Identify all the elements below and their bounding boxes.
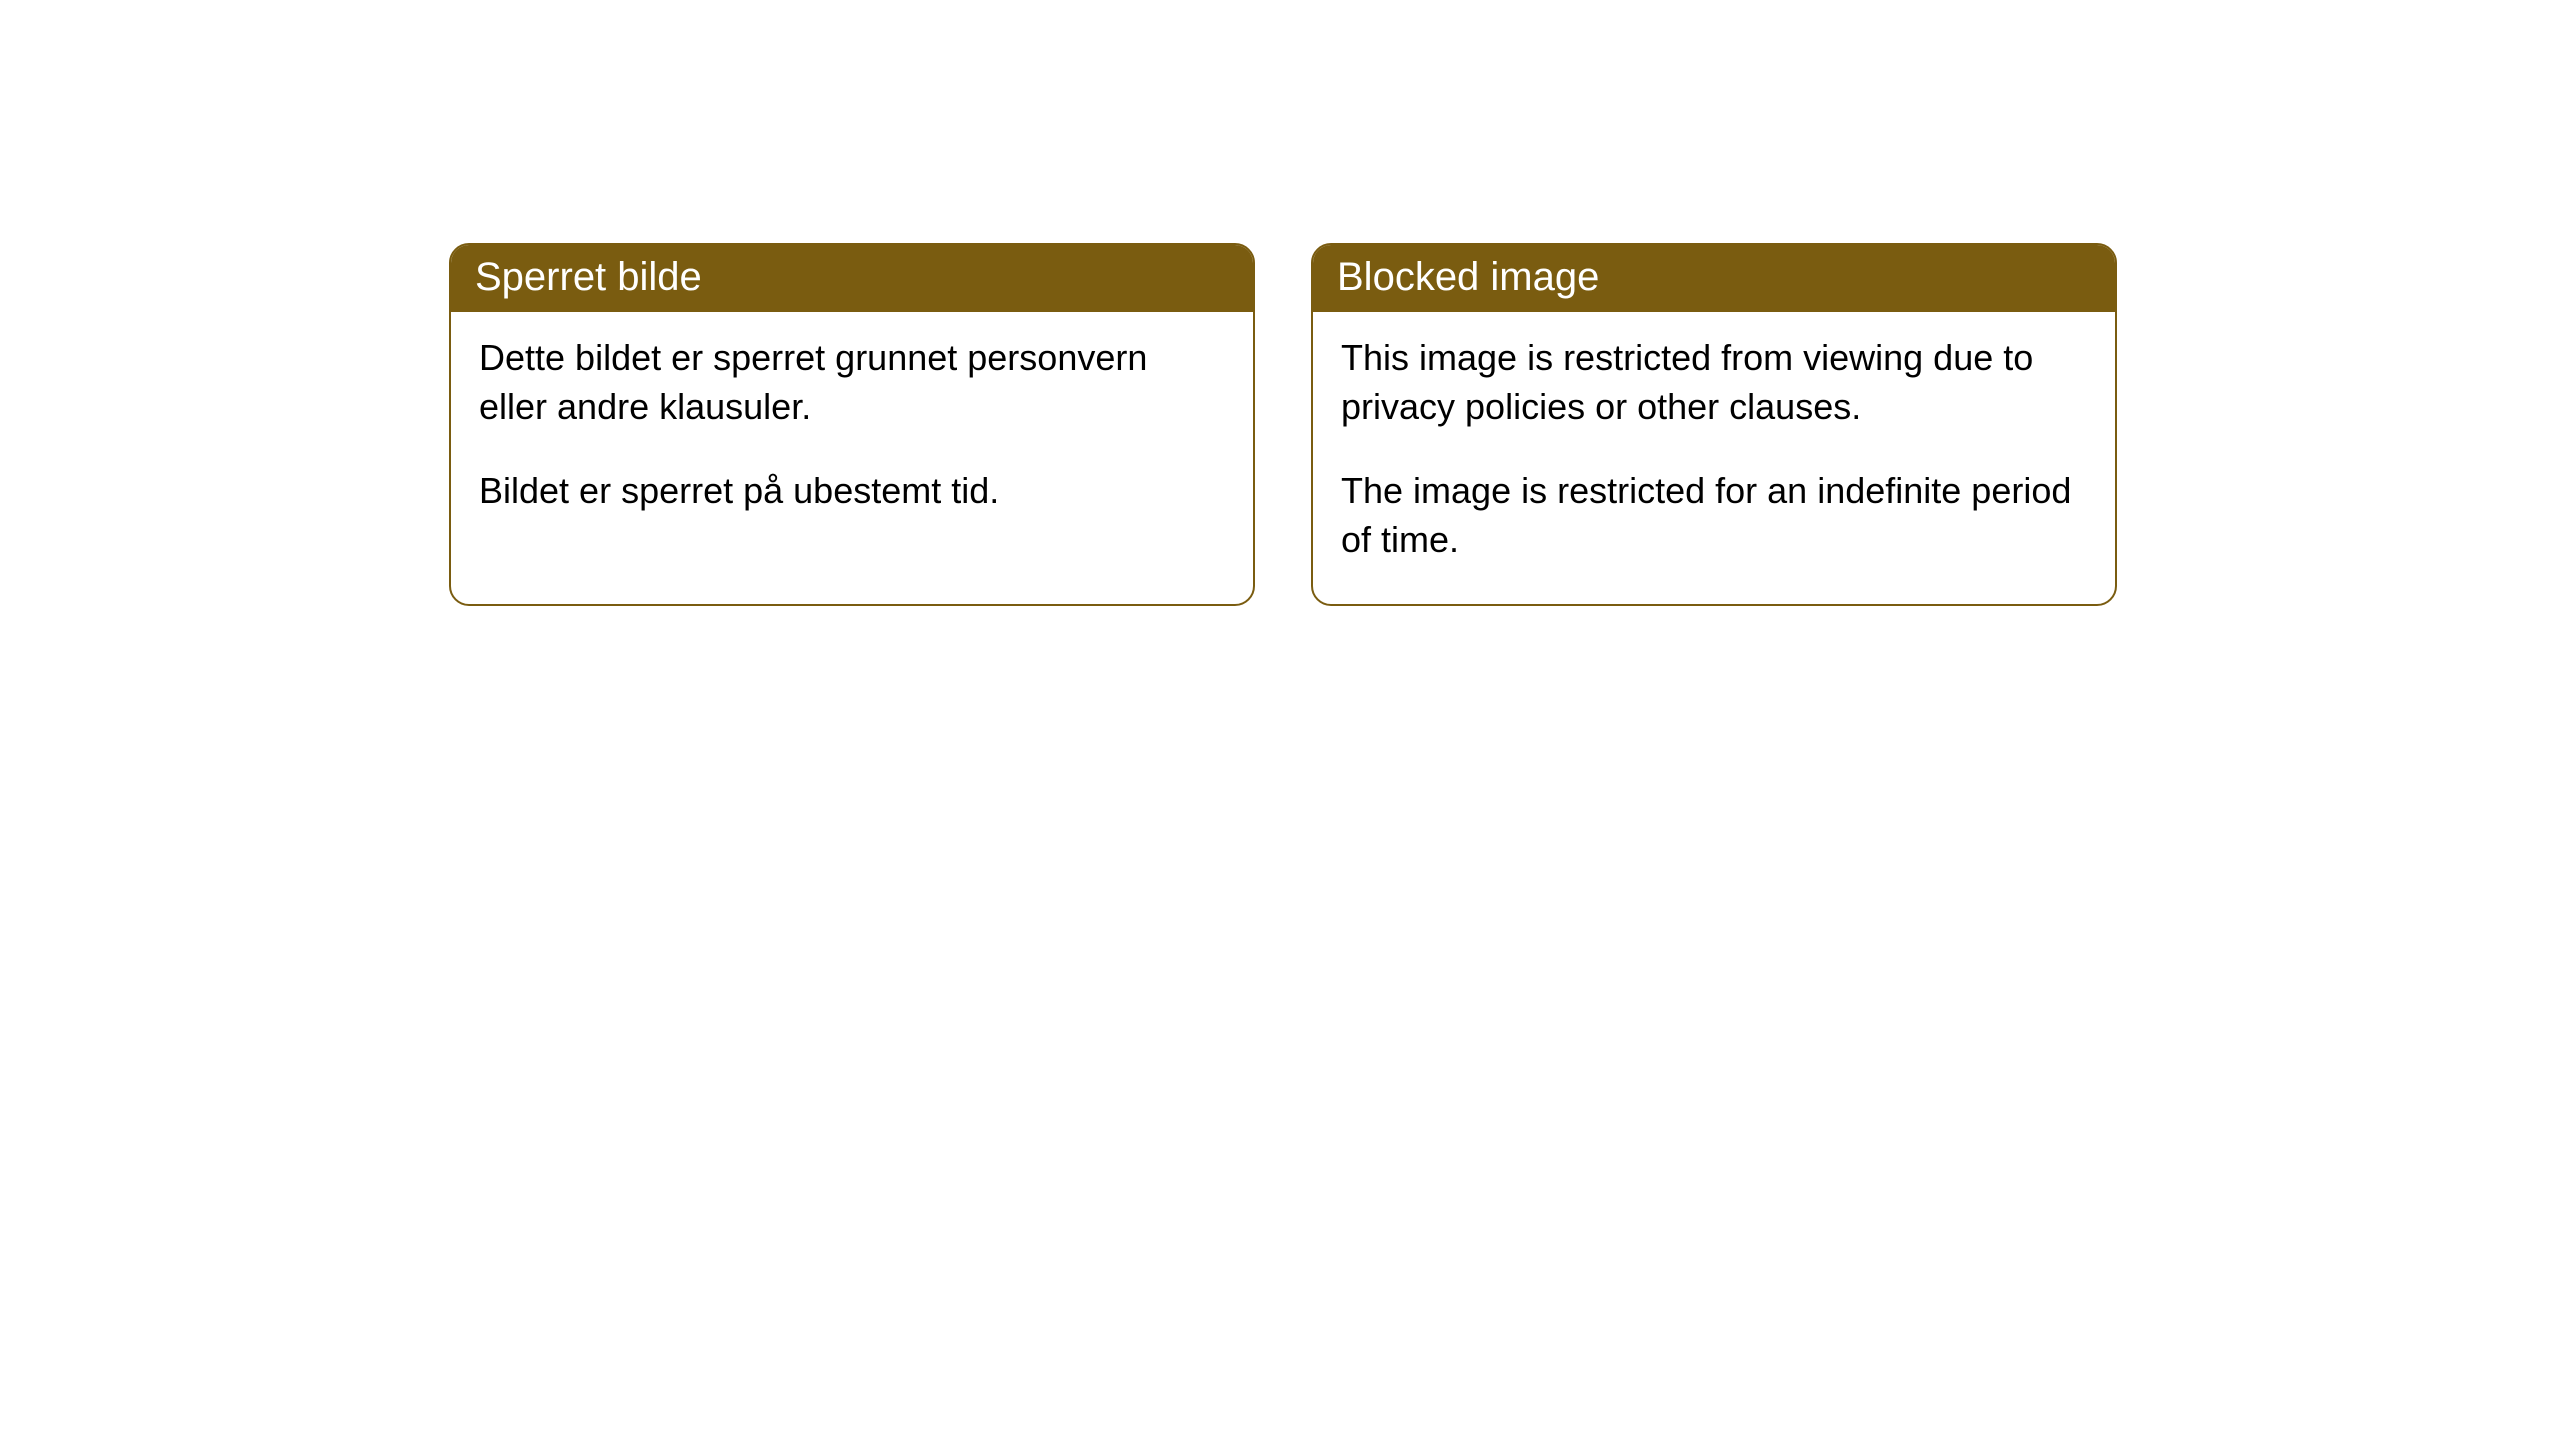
notice-card-english: Blocked image This image is restricted f… [1311,243,2117,606]
card-paragraph: Bildet er sperret på ubestemt tid. [479,467,1225,516]
notice-container: Sperret bilde Dette bildet er sperret gr… [0,0,2560,606]
card-paragraph: Dette bildet er sperret grunnet personve… [479,334,1225,431]
card-paragraph: The image is restricted for an indefinit… [1341,467,2087,564]
card-body: This image is restricted from viewing du… [1313,312,2115,604]
card-body: Dette bildet er sperret grunnet personve… [451,312,1253,556]
card-title: Blocked image [1313,245,2115,312]
card-paragraph: This image is restricted from viewing du… [1341,334,2087,431]
card-title: Sperret bilde [451,245,1253,312]
notice-card-norwegian: Sperret bilde Dette bildet er sperret gr… [449,243,1255,606]
